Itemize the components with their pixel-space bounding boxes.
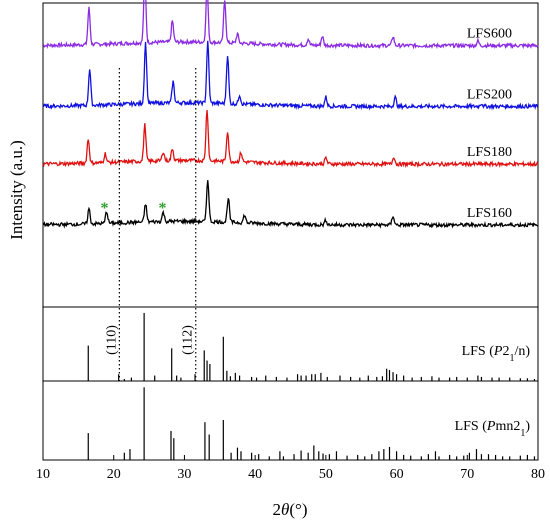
x-axis-label-theta: θ: [281, 500, 289, 519]
p21n-label-part: /n): [514, 344, 530, 359]
x-axis-label: 2θ(°): [273, 500, 308, 519]
y-axis-label: Intensity (a.u.): [7, 140, 26, 240]
miller-index-1: (112): [181, 325, 196, 355]
p21n-label: LFS (P21/n): [462, 344, 531, 364]
p21n-label-part: 1: [509, 353, 514, 364]
series-label-LFS200: LFS200: [467, 87, 512, 102]
x-axis-label-2: 2: [273, 500, 282, 519]
x-tick-label-10: 10: [36, 467, 50, 482]
x-tick-label-40: 40: [248, 467, 262, 482]
miller-index-0: (110): [104, 325, 119, 355]
series-LFS160: [42, 180, 539, 229]
x-tick-label-20: 20: [107, 467, 121, 482]
x-axis: 10 20 30 40 50 60 70 80: [36, 455, 545, 482]
x-tick-label-70: 70: [460, 467, 474, 482]
patterns-panel: LFS600 LFS200 LFS180 LFS160 (110) (112) * *: [42, 0, 539, 381]
p21n-label-part: 2: [502, 344, 509, 359]
p21n-reference-panel: LFS (P21/n): [42, 306, 539, 382]
series-label-LFS600: LFS600: [467, 27, 512, 42]
series-LFS600: [42, 0, 539, 50]
pmn21-frame: [42, 380, 539, 461]
series-LFS200: [42, 40, 539, 111]
impurity-marker-0: *: [101, 200, 109, 217]
series-label-LFS180: LFS180: [467, 145, 512, 160]
pmn21-label-part: 1: [520, 428, 525, 439]
x-axis-label-unit: (°): [289, 500, 307, 519]
pmn21-label-part: ): [525, 419, 530, 434]
x-tick-label-50: 50: [319, 467, 333, 482]
series-label-LFS160: LFS160: [467, 206, 512, 221]
x-tick-label-60: 60: [390, 467, 404, 482]
x-tick-label-30: 30: [177, 467, 191, 482]
impurity-marker-1: *: [159, 200, 167, 217]
pmn21-reference-panel: LFS (Pmn21): [42, 380, 539, 461]
p21n-label-part: P: [493, 344, 503, 359]
x-tick-label-80: 80: [531, 467, 545, 482]
pmn21-label-part: P: [486, 419, 496, 434]
patterns-frame: [42, 2, 539, 308]
p21n-label-part: LFS (: [462, 344, 495, 359]
pmn21-label: LFS (Pmn21): [455, 419, 531, 439]
series-LFS180: [42, 110, 539, 169]
pmn21-label-part: mn2: [495, 419, 520, 434]
pmn21-label-part: LFS (: [455, 419, 488, 434]
